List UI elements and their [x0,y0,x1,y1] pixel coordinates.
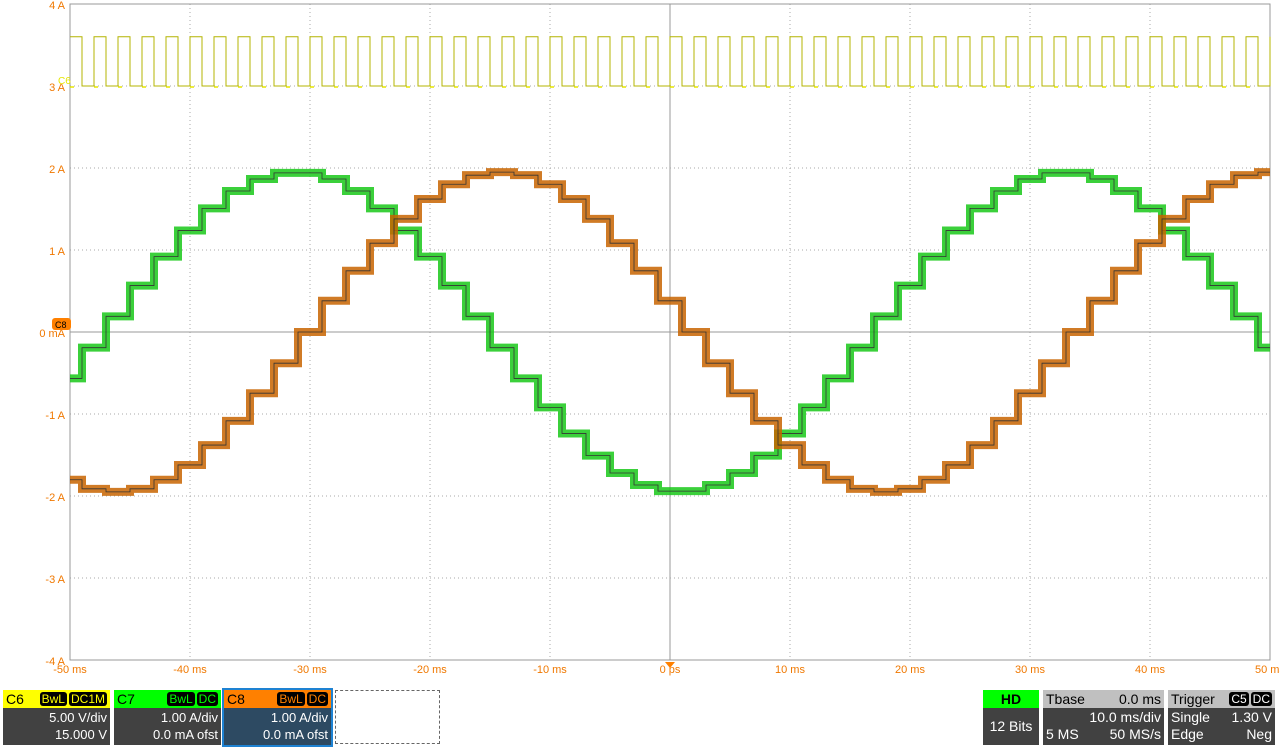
x-tick-label: -50 ms [53,664,87,676]
channel-name: C8 [227,691,245,707]
empty-channel-slot[interactable] [335,690,440,744]
offset: 0.0 mA ofst [262,727,328,742]
acquisition-panel[interactable]: HD 12 Bits [983,690,1039,745]
resolution: 12 Bits [983,708,1039,745]
channel-name: C7 [117,691,135,707]
trigger-mode: Single [1171,709,1210,725]
scale: 1.00 A/div [160,710,218,725]
bandwidth-tag: BwL [277,692,305,706]
bandwidth-tag: BwL [167,692,195,706]
trigger-type: Edge [1171,726,1204,742]
offset: 0.0 mA ofst [152,727,218,742]
y-tick-label: 0 mA [39,328,65,340]
offset: 15.000 V [54,727,107,742]
trigger-source: C5 [1229,692,1249,706]
tbase-position: 0.0 ms [1118,691,1161,707]
waveform-c7 [70,172,1270,492]
y-tick-label: -3 A [45,574,65,586]
time-per-div: 10.0 ms/div [1089,709,1161,725]
acq-mode: HD [983,690,1039,708]
trigger-slope: Neg [1246,726,1272,742]
x-tick-label: -10 ms [533,664,567,676]
channel-c7-panel[interactable]: C7 BwL DC 1.00 A/div 0.0 mA ofst [114,690,221,745]
trigger-panel[interactable]: Trigger C5 DC Single 1.30 V Edge Neg [1168,690,1275,745]
y-tick-label: 4 A [49,0,66,12]
timebase-panel[interactable]: Tbase 0.0 ms 10.0 ms/div 5 MS 50 MS/s [1043,690,1164,745]
plot-border [69,3,1271,661]
x-tick-label: 0 ps [660,664,681,676]
waveform-c6 [70,36,1271,87]
record-length: 5 MS [1046,726,1079,742]
waveform-display[interactable]: 4 A 3 A 2 A 1 A 0 mA -1 A -2 A -3 A -4 A-50 ms -4… [0,0,1280,685]
x-tick-label: -20 ms [413,664,447,676]
y-tick-label: -2 A [45,492,65,504]
channel-c6-panel[interactable]: C6 BwL DC1M 5.00 V/div 15.000 V [3,690,110,745]
waveform-c8 [70,171,1270,493]
x-tick-label: -40 ms [173,664,207,676]
y-tick-label: 3 A [49,82,66,94]
y-tick-label: -1 A [45,410,65,422]
scale: 1.00 A/div [270,710,328,725]
x-tick-label: 40 ms [1135,664,1165,676]
y-tick-label: -4 A [45,656,65,668]
y-tick-label: 1 A [49,246,66,258]
x-tick-label: 50 ms [1255,664,1280,676]
coupling-tag: DC [196,692,218,706]
coupling-tag: DC1M [68,692,107,706]
c8-ground-marker-bg [52,318,71,330]
x-tick-label: 20 ms [895,664,925,676]
y-tick-label: 2 A [49,164,66,176]
trigger-label: Trigger [1171,691,1215,707]
trigger-position-marker [665,662,675,668]
tbase-label: Tbase [1046,691,1085,707]
channel-name: C6 [6,691,24,707]
x-tick-label: -30 ms [293,664,327,676]
x-tick-label: 10 ms [775,664,805,676]
channel-c8-panel[interactable]: C8 BwL DC 1.00 A/div 0.0 mA ofst [222,688,333,747]
c8-ground-marker: C8 [55,320,67,330]
bandwidth-tag: BwL [39,692,67,706]
trigger-level: 1.30 V [1231,709,1272,725]
sample-rate: 50 MS/s [1109,726,1161,742]
coupling-tag: DC [306,692,328,706]
x-tick-label: 30 ms [1015,664,1045,676]
c6-ground-marker: C6 [58,76,71,87]
trigger-coupling: DC [1250,692,1272,706]
scale: 5.00 V/div [49,710,107,725]
